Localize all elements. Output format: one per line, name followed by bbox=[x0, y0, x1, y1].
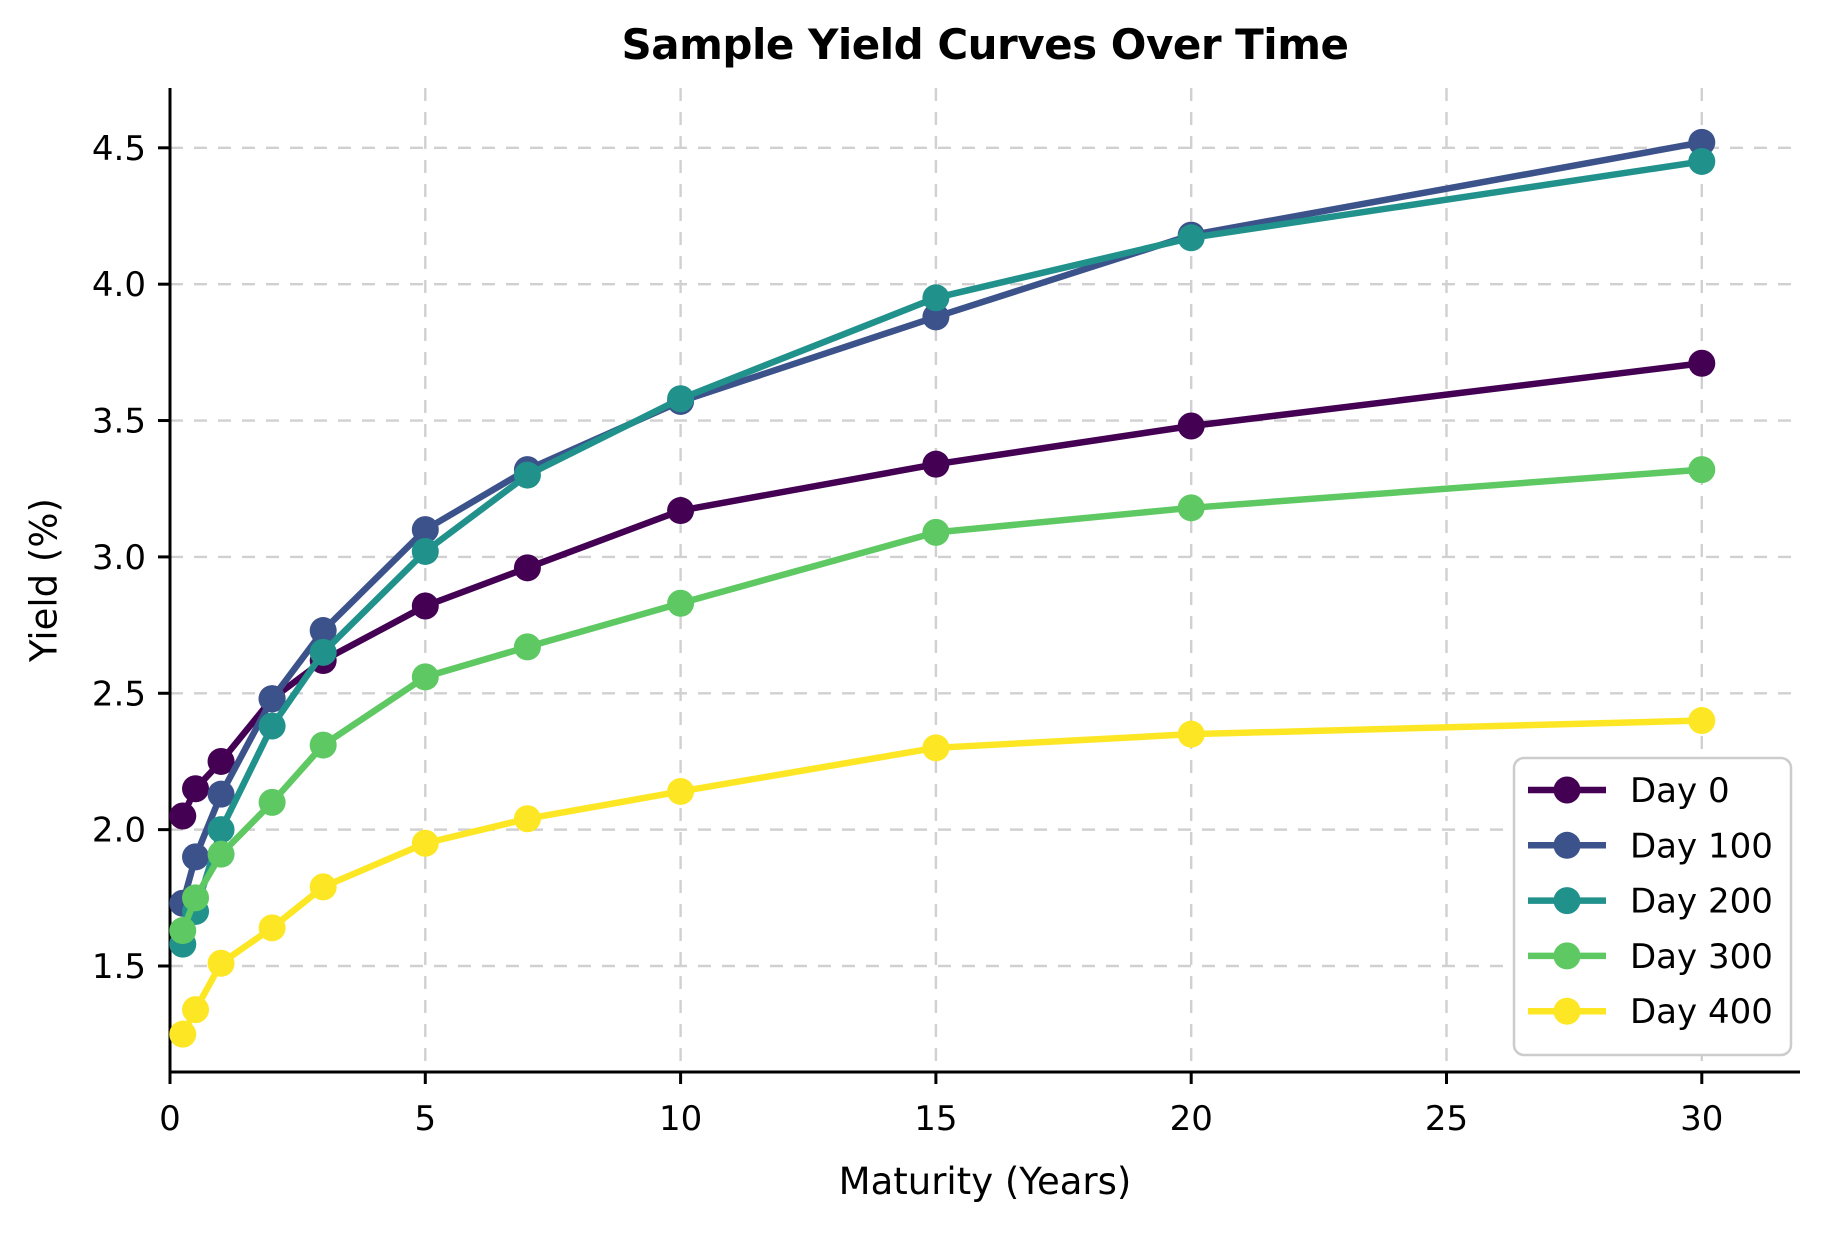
data-point bbox=[513, 633, 541, 661]
data-point bbox=[258, 914, 286, 942]
data-point bbox=[182, 996, 210, 1024]
legend-label: Day 400 bbox=[1630, 992, 1773, 1032]
data-point bbox=[182, 843, 210, 871]
legend-item: Day 100 bbox=[1528, 826, 1773, 866]
x-tick-label: 20 bbox=[1170, 1099, 1213, 1139]
y-tick-label: 3.5 bbox=[92, 402, 146, 442]
series-line bbox=[179, 158, 1703, 946]
x-tick-label: 25 bbox=[1425, 1099, 1468, 1139]
data-point bbox=[1688, 147, 1716, 175]
legend-item: Day 300 bbox=[1528, 937, 1773, 977]
data-point bbox=[513, 805, 541, 833]
legend-label: Day 100 bbox=[1630, 826, 1773, 866]
data-point bbox=[922, 450, 950, 478]
data-point bbox=[1688, 456, 1716, 484]
legend-label: Day 200 bbox=[1630, 882, 1773, 922]
data-point bbox=[513, 461, 541, 489]
data-point bbox=[309, 731, 337, 759]
data-point bbox=[922, 734, 950, 762]
data-point bbox=[169, 802, 197, 830]
data-point bbox=[169, 917, 197, 945]
data-point bbox=[207, 949, 235, 977]
data-point bbox=[667, 589, 695, 617]
axes-spines bbox=[168, 88, 1800, 1074]
x-tick-label: 10 bbox=[659, 1099, 702, 1139]
legend: Day 0 Day 100 Day 200 Day 300 Day 400 bbox=[1512, 756, 1793, 1057]
data-point bbox=[309, 638, 337, 666]
data-point bbox=[667, 497, 695, 525]
data-point bbox=[207, 780, 235, 808]
data-point bbox=[411, 592, 439, 620]
data-point bbox=[182, 884, 210, 912]
series-day-400 bbox=[169, 707, 1716, 1048]
legend-marker bbox=[1553, 887, 1581, 915]
data-point bbox=[258, 685, 286, 713]
legend-marker bbox=[1553, 831, 1581, 859]
data-point bbox=[1688, 707, 1716, 735]
legend-item: Day 400 bbox=[1528, 992, 1773, 1032]
x-axis-label: Maturity (Years) bbox=[838, 1160, 1132, 1203]
data-point bbox=[667, 385, 695, 413]
legend-label: Day 0 bbox=[1630, 771, 1730, 811]
data-point bbox=[411, 537, 439, 565]
legend-box bbox=[1512, 756, 1793, 1057]
series-day-100 bbox=[169, 128, 1716, 917]
x-tick-label: 30 bbox=[1680, 1099, 1723, 1139]
y-tick-label: 4.5 bbox=[92, 129, 146, 169]
x-tick-label: 0 bbox=[159, 1099, 181, 1139]
data-point bbox=[169, 1020, 197, 1048]
legend-item: Day 0 bbox=[1528, 771, 1730, 811]
tick-marks bbox=[158, 146, 1704, 1084]
data-point bbox=[1688, 349, 1716, 377]
data-point bbox=[411, 829, 439, 857]
tick-labels: 0 5 10 15 20 25 30 1.5 2.0 2.5 3.0 3.5 4.0 4.5 bbox=[92, 129, 1724, 1139]
data-point bbox=[1177, 494, 1205, 522]
data-point bbox=[513, 554, 541, 582]
data-point bbox=[207, 816, 235, 844]
chart-title: Sample Yield Curves Over Time bbox=[621, 20, 1349, 69]
data-point bbox=[411, 663, 439, 691]
legend-label: Day 300 bbox=[1630, 937, 1773, 977]
data-point bbox=[1177, 224, 1205, 252]
data-point bbox=[258, 712, 286, 740]
gridlines bbox=[170, 88, 1800, 1072]
y-tick-label: 2.5 bbox=[92, 674, 146, 714]
x-tick-label: 5 bbox=[414, 1099, 436, 1139]
y-axis-label: Yield (%) bbox=[22, 498, 66, 662]
data-point bbox=[922, 303, 950, 331]
data-point bbox=[922, 284, 950, 312]
x-tick-label: 15 bbox=[914, 1099, 957, 1139]
data-point bbox=[258, 788, 286, 816]
data-point bbox=[411, 516, 439, 544]
y-tick-label: 1.5 bbox=[92, 947, 146, 987]
data-point bbox=[1688, 128, 1716, 156]
y-tick-label: 3.0 bbox=[92, 538, 146, 578]
data-point bbox=[1177, 720, 1205, 748]
legend-marker bbox=[1553, 942, 1581, 970]
y-tick-label: 4.0 bbox=[92, 265, 146, 305]
y-tick-label: 2.0 bbox=[92, 811, 146, 851]
series-line bbox=[179, 717, 1702, 1036]
data-point bbox=[309, 873, 337, 901]
data-point bbox=[1177, 412, 1205, 440]
legend-item: Day 200 bbox=[1528, 882, 1773, 922]
data-point bbox=[207, 840, 235, 868]
data-point bbox=[922, 518, 950, 546]
data-point bbox=[309, 617, 337, 645]
data-point bbox=[207, 747, 235, 775]
legend-marker bbox=[1553, 997, 1581, 1025]
data-point bbox=[667, 777, 695, 805]
data-point bbox=[182, 775, 210, 803]
series-day-300 bbox=[169, 456, 1716, 945]
legend-marker bbox=[1553, 776, 1581, 804]
